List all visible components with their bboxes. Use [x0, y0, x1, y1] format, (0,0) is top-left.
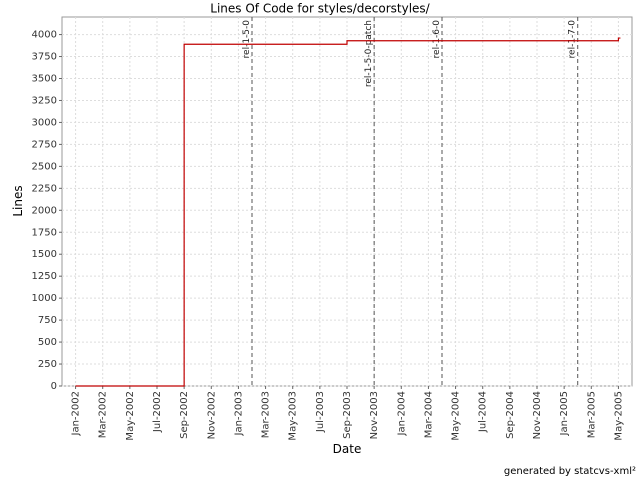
y-tick-label: 3750	[32, 52, 57, 63]
footer: generated by statcvs-xml²	[504, 466, 636, 477]
x-tick-label: May-2005	[613, 391, 624, 441]
y-tick-label: 2000	[32, 205, 57, 216]
y-tick-label: 750	[38, 315, 57, 326]
x-tick-label: Nov-2003	[369, 391, 380, 439]
x-tick-label: Mar-2003	[261, 391, 272, 438]
y-tick-label: 4000	[32, 30, 57, 41]
y-tick-label: 500	[38, 337, 57, 348]
x-tick-label: May-2004	[451, 391, 462, 441]
y-tick-label: 2750	[32, 139, 57, 150]
x-tick-label: Sep-2002	[179, 391, 190, 439]
x-tick-label: Nov-2002	[206, 391, 217, 439]
release-label: rel-1-7-0	[568, 20, 578, 59]
y-axis-title: Lines	[11, 185, 25, 216]
x-tick-label: Jul-2004	[478, 391, 489, 433]
x-tick-label: Jan-2002	[71, 391, 82, 436]
x-tick-label: May-2002	[125, 391, 136, 441]
loc-line	[75, 37, 621, 387]
x-tick-label: Mar-2004	[423, 391, 434, 438]
y-tick-label: 3000	[32, 117, 57, 128]
chart-title: Lines Of Code for styles/decorstyles/	[210, 2, 430, 16]
y-tick-label: 1500	[32, 249, 57, 260]
x-tick-label: Jan-2003	[233, 391, 244, 436]
x-tick-label: Mar-2002	[98, 391, 109, 438]
y-tick-label: 250	[38, 359, 57, 370]
x-tick-label: Jul-2002	[152, 391, 163, 433]
release-label: rel-1-5-0	[242, 20, 252, 59]
x-tick-label: Jul-2003	[315, 391, 326, 433]
x-tick-label: Sep-2004	[505, 391, 516, 439]
release-label: rel-1-6-0	[432, 20, 442, 59]
y-tick-label: 3250	[32, 95, 57, 106]
x-tick-label: Jan-2004	[396, 391, 407, 436]
y-tick-label: 1750	[32, 227, 57, 238]
y-tick-label: 2500	[32, 161, 57, 172]
x-tick-label: Mar-2005	[586, 391, 597, 438]
release-label: rel-1-5-0-patch	[364, 20, 374, 87]
x-axis-title: Date	[333, 442, 362, 456]
x-tick-label: Jan-2005	[559, 391, 570, 436]
y-tick-label: 0	[51, 381, 57, 392]
y-tick-label: 3500	[32, 74, 57, 85]
x-tick-label: Sep-2003	[342, 391, 353, 439]
x-tick-label: May-2003	[288, 391, 299, 441]
y-tick-label: 2250	[32, 183, 57, 194]
x-tick-label: Nov-2004	[532, 391, 543, 439]
y-tick-label: 1000	[32, 293, 57, 304]
y-tick-label: 1250	[32, 271, 57, 282]
